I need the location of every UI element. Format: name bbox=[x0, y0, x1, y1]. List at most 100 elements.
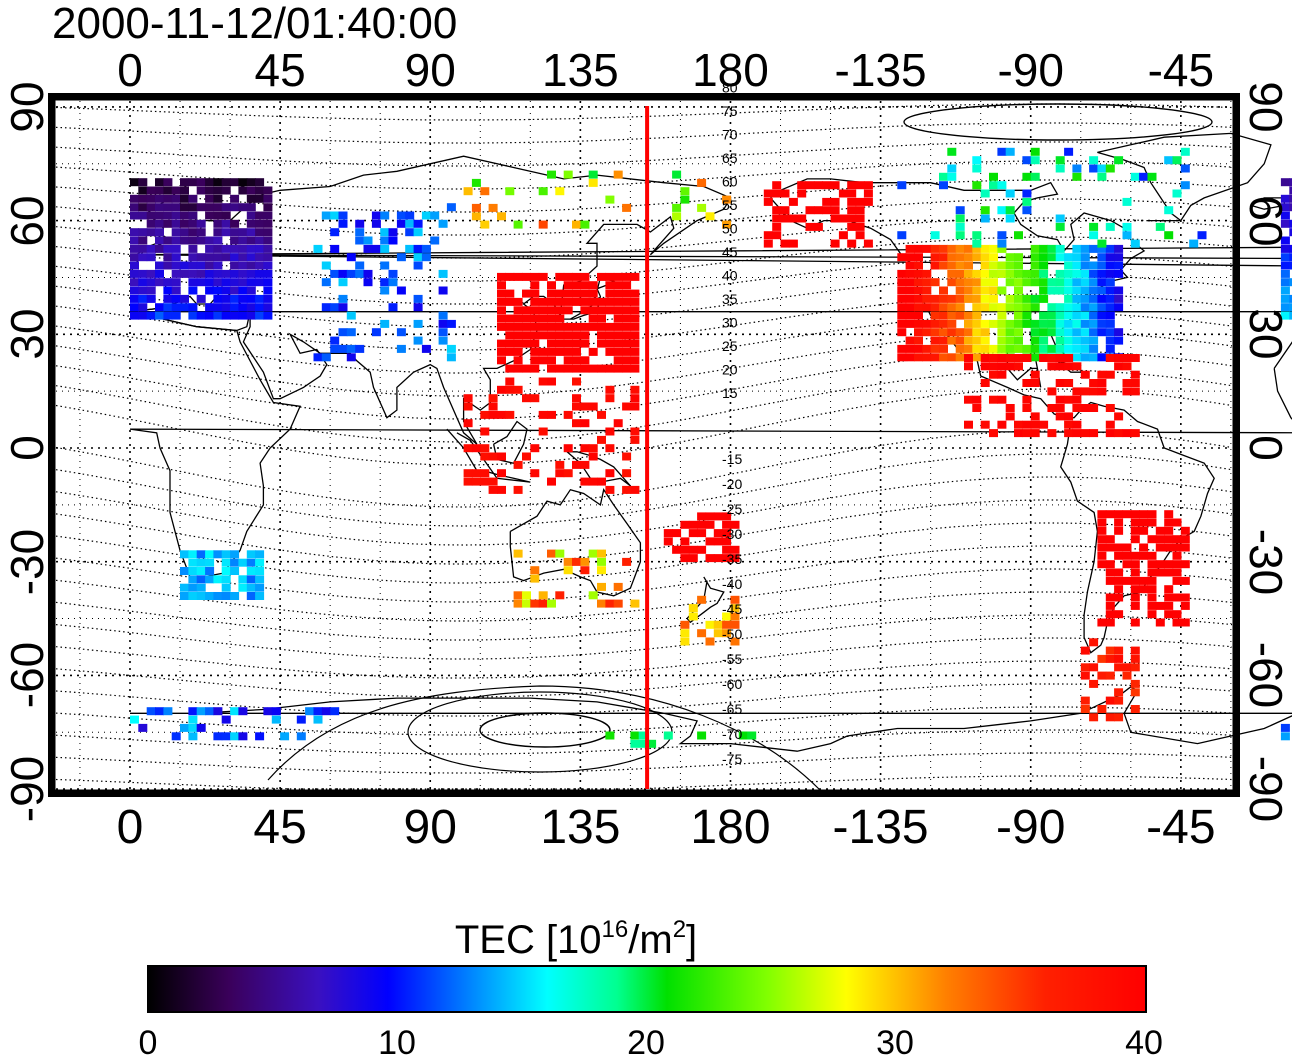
axis-tick-label: -135 bbox=[834, 44, 927, 96]
axis-tick-label: 0 bbox=[117, 44, 143, 96]
axis-tick-label: 0 bbox=[116, 801, 144, 854]
contour-label: -30 bbox=[722, 526, 742, 542]
contour-line bbox=[55, 706, 1233, 736]
contour-label: -75 bbox=[722, 751, 742, 767]
coastline bbox=[242, 155, 732, 445]
axis-tick-label: -30 bbox=[1, 528, 53, 595]
contour-label: -50 bbox=[722, 626, 742, 642]
contour-line bbox=[55, 683, 1233, 717]
coastline bbox=[686, 576, 725, 624]
axis-tick-label: -90 bbox=[997, 44, 1064, 96]
colorbar-tick-label: 40 bbox=[1125, 1024, 1163, 1062]
coastlines bbox=[129, 132, 1292, 752]
north-pole-contour bbox=[903, 103, 1213, 141]
contour-line bbox=[55, 236, 1233, 282]
contour-label: -25 bbox=[722, 501, 742, 517]
contour-line bbox=[55, 274, 1233, 328]
axis-tick-label: 30 bbox=[1, 308, 53, 360]
contour-label: 50 bbox=[722, 221, 738, 237]
contour-line bbox=[55, 591, 1233, 641]
contour-line bbox=[55, 331, 1233, 397]
contour-label: -60 bbox=[722, 676, 742, 692]
contour-line bbox=[55, 637, 1233, 679]
contour-label: 65 bbox=[722, 150, 738, 166]
tec-observations bbox=[130, 147, 1292, 748]
contour-line bbox=[55, 729, 1233, 755]
contour-line bbox=[55, 369, 1233, 443]
contour-line bbox=[55, 141, 1233, 167]
colorbar bbox=[147, 965, 1147, 1013]
axis-tick-label: -90 bbox=[1240, 755, 1292, 823]
contour-label: 45 bbox=[722, 244, 738, 260]
axis-tick-label: 0 bbox=[1, 435, 53, 461]
axis-tick-label: 90 bbox=[1240, 81, 1292, 133]
axis-tick-label: -60 bbox=[1240, 642, 1292, 709]
contour-line bbox=[55, 350, 1233, 420]
contour-label: 25 bbox=[722, 338, 738, 354]
axis-tick-label: 45 bbox=[253, 801, 307, 854]
contour-label: 40 bbox=[722, 268, 738, 284]
axis-tick-label: 135 bbox=[540, 801, 621, 854]
contour-label: 30 bbox=[722, 315, 738, 331]
contour-line bbox=[55, 255, 1233, 305]
axis-tick-label: 90 bbox=[1, 81, 53, 133]
contour-label: 60 bbox=[722, 174, 738, 190]
contour-label: -15 bbox=[722, 451, 742, 467]
contour-line bbox=[55, 453, 1233, 527]
axis-tick-label: 180 bbox=[692, 44, 769, 96]
colorbar-tick-label: 0 bbox=[138, 1024, 158, 1062]
frame-right-bar bbox=[1233, 93, 1240, 797]
contour-label: 55 bbox=[722, 197, 738, 213]
contour-line bbox=[55, 614, 1233, 660]
contour-label: -65 bbox=[722, 701, 742, 717]
colorbar-tick-label: 30 bbox=[876, 1024, 914, 1062]
axis-tick-label: 0 bbox=[1240, 435, 1292, 461]
contour-label: -40 bbox=[722, 576, 742, 592]
axis-tick-label: 45 bbox=[254, 44, 306, 96]
contour-label: 75 bbox=[722, 103, 738, 119]
axis-tick-label: 135 bbox=[541, 44, 619, 96]
frame-bottom-bar bbox=[48, 790, 1240, 797]
contour-label: -35 bbox=[722, 551, 742, 567]
contour-label: 80 bbox=[722, 80, 738, 96]
coastline bbox=[130, 686, 1292, 752]
axis-tick-label: 90 bbox=[403, 801, 457, 854]
axis-tick-label: 60 bbox=[1240, 195, 1292, 247]
axis-tick-label: -135 bbox=[832, 801, 929, 854]
axis-tick-label: 90 bbox=[404, 44, 456, 96]
axis-tick-label: -45 bbox=[1147, 44, 1215, 96]
axis-tick-label: -90 bbox=[996, 801, 1066, 854]
contour-line bbox=[55, 545, 1233, 603]
contour-line bbox=[55, 568, 1233, 622]
axis-tick-label: -45 bbox=[1146, 801, 1216, 854]
magnetic-contours bbox=[55, 103, 1233, 791]
contour-line bbox=[55, 388, 1233, 466]
contour-line bbox=[55, 217, 1233, 259]
contour-label: 15 bbox=[722, 385, 738, 401]
contour-label: -20 bbox=[722, 476, 742, 492]
map-title: 2000-11-12/01:40:00 bbox=[52, 0, 458, 48]
frame-top-bar bbox=[48, 93, 1240, 100]
coastline bbox=[133, 246, 1292, 260]
contour-label: 20 bbox=[722, 362, 738, 378]
contour-labels: 80 75 70 65 60 55 50 45 40 35 30 25 20 15 -15 -20 -25 -30… bbox=[722, 80, 742, 768]
colorbar-tick-label: 20 bbox=[627, 1024, 665, 1062]
contour-line bbox=[55, 293, 1233, 351]
coastline bbox=[129, 307, 1292, 578]
colorbar-tick-label: 10 bbox=[378, 1024, 416, 1062]
axis-tick-label: 30 bbox=[1240, 308, 1292, 360]
contour-label: 70 bbox=[722, 127, 738, 143]
axis-tick-label: -90 bbox=[1, 755, 53, 823]
coastline bbox=[1097, 132, 1272, 222]
axis-tick-label: -60 bbox=[1, 642, 53, 709]
colorbar-label: TEC [1016/m2] bbox=[454, 916, 698, 962]
coastline bbox=[446, 428, 531, 483]
axis-tick-label: 180 bbox=[690, 801, 771, 854]
contour-label: -45 bbox=[722, 601, 742, 617]
frame-left-bar bbox=[48, 93, 55, 797]
contour-line bbox=[55, 476, 1233, 546]
axis-tick-label: 60 bbox=[1, 195, 53, 247]
contour-label: 35 bbox=[722, 291, 738, 307]
contour-line bbox=[55, 499, 1233, 565]
